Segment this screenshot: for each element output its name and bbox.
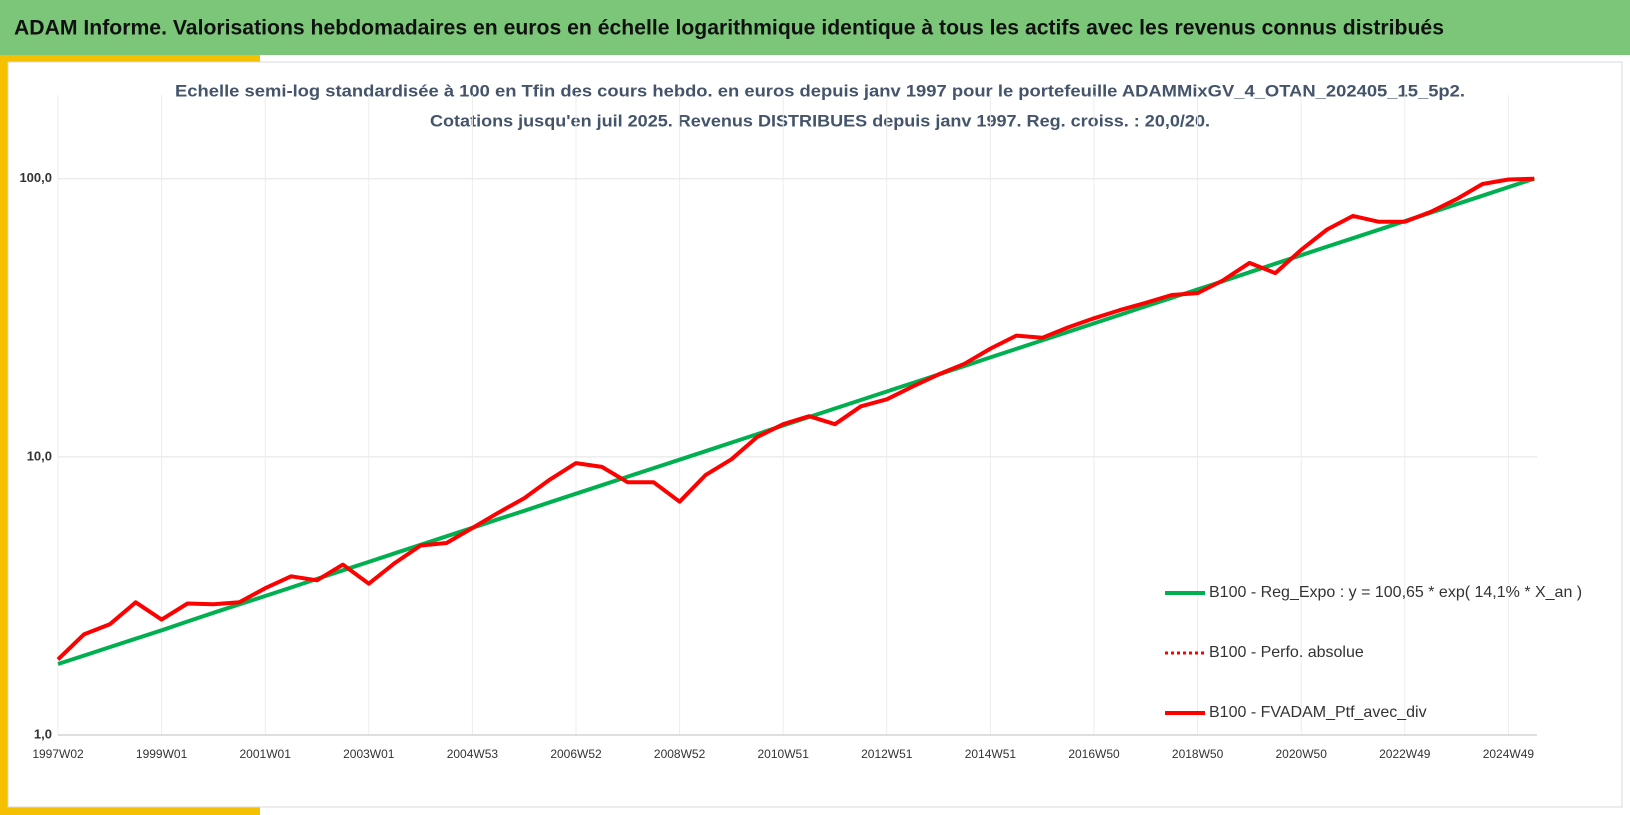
x-tick-label: 2022W49 [1379, 747, 1431, 761]
x-tick-label: 2024W49 [1483, 747, 1535, 761]
accent-left [0, 55, 8, 815]
x-tick-label: 1997W02 [32, 747, 84, 761]
header-title: ADAM Informe. Valorisations hebdomadaire… [14, 17, 1444, 40]
x-tick-label: 2010W51 [758, 747, 810, 761]
x-tick-label: 2014W51 [965, 747, 1017, 761]
header-band [0, 0, 1630, 55]
x-tick-label: 2020W50 [1276, 747, 1328, 761]
chart-frame [7, 61, 1623, 808]
accent-bottom [0, 805, 260, 815]
x-tick-label: 2003W01 [343, 747, 395, 761]
y-tick-label: 1,0 [34, 726, 52, 741]
x-tick-label: 2016W50 [1068, 747, 1120, 761]
y-tick-label: 100,0 [19, 170, 52, 185]
legend-label: B100 - Perfo. absolue [1209, 644, 1364, 661]
legend-label: B100 - Reg_Expo : y = 100,65 * exp( 14,1… [1209, 584, 1582, 601]
x-tick-label: 2018W50 [1172, 747, 1224, 761]
chart-title: Echelle semi-log standardisée à 100 en T… [175, 81, 1465, 100]
chart-subtitle: Cotations jusqu'en juil 2025. Revenus DI… [430, 111, 1210, 130]
x-tick-label: 2012W51 [861, 747, 913, 761]
x-tick-label: 2006W52 [550, 747, 602, 761]
x-tick-label: 2008W52 [654, 747, 706, 761]
y-tick-label: 10,0 [27, 448, 52, 463]
x-tick-label: 1999W01 [136, 747, 188, 761]
x-tick-label: 2001W01 [240, 747, 292, 761]
x-tick-label: 2004W53 [447, 747, 499, 761]
series-line [56, 176, 1535, 661]
legend-label: B100 - FVADAM_Ptf_avec_div [1209, 704, 1427, 721]
accent-top [0, 55, 260, 65]
